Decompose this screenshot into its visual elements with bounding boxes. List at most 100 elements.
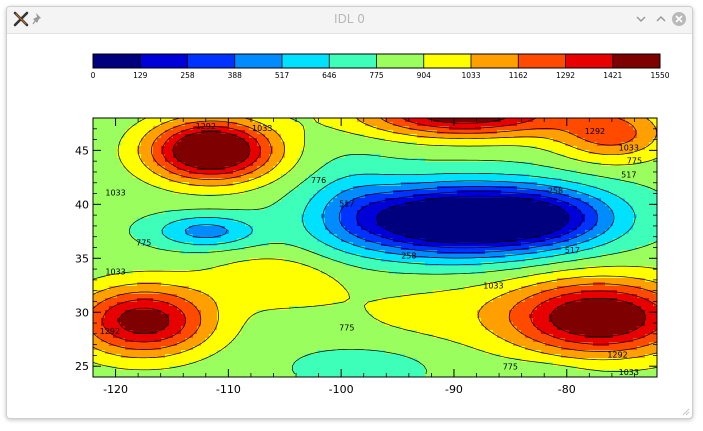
field-cell xyxy=(641,210,646,215)
field-cell xyxy=(425,122,430,127)
field-cell xyxy=(477,122,482,127)
field-cell xyxy=(497,210,502,215)
field-cell xyxy=(149,182,154,187)
field-cell xyxy=(205,118,210,123)
field-cell xyxy=(489,134,494,139)
field-cell xyxy=(569,230,574,235)
field-cell xyxy=(593,122,598,127)
field-cell xyxy=(465,170,470,175)
field-cell xyxy=(305,202,310,207)
field-cell xyxy=(457,206,462,211)
field-cell xyxy=(165,202,170,207)
title-bar[interactable]: IDL 0 xyxy=(7,7,692,34)
field-cell xyxy=(625,182,630,187)
field-cell xyxy=(493,234,498,239)
field-cell xyxy=(181,194,186,199)
field-cell xyxy=(277,218,282,223)
field-cell xyxy=(453,246,458,251)
field-cell xyxy=(425,138,430,143)
field-cell xyxy=(633,130,638,135)
field-cell xyxy=(337,166,342,171)
field-cell xyxy=(441,190,446,195)
field-cell xyxy=(357,210,362,215)
field-cell xyxy=(213,214,218,219)
field-cell xyxy=(173,174,178,179)
field-cell xyxy=(205,122,210,127)
field-cell xyxy=(201,214,206,219)
field-cell xyxy=(289,230,294,235)
field-cell xyxy=(637,142,642,147)
field-cell xyxy=(509,174,514,179)
field-cell xyxy=(557,122,562,127)
field-cell xyxy=(309,170,314,175)
field-cell xyxy=(137,158,142,163)
field-cell xyxy=(293,218,298,223)
field-cell xyxy=(289,158,294,163)
field-cell xyxy=(397,162,402,167)
field-cell xyxy=(393,210,398,215)
field-cell xyxy=(409,134,414,139)
field-cell xyxy=(121,182,126,187)
field-cell xyxy=(565,242,570,247)
field-cell xyxy=(225,214,230,219)
field-cell xyxy=(393,162,398,167)
field-cell xyxy=(277,238,282,243)
field-cell xyxy=(221,126,226,131)
field-cell xyxy=(305,162,310,167)
field-cell xyxy=(313,142,318,147)
field-cell xyxy=(333,154,338,159)
field-cell xyxy=(513,166,518,171)
field-cell xyxy=(501,150,506,155)
field-cell xyxy=(129,166,134,171)
field-cell xyxy=(441,226,446,231)
minimize-icon[interactable] xyxy=(633,11,649,27)
maximize-icon[interactable] xyxy=(653,11,669,27)
field-cell xyxy=(437,174,442,179)
field-cell xyxy=(157,250,162,255)
field-cell xyxy=(405,250,410,255)
field-cell xyxy=(373,242,378,247)
field-cell xyxy=(245,158,250,163)
pin-icon[interactable] xyxy=(32,12,44,26)
field-cell xyxy=(397,214,402,219)
field-cell xyxy=(653,214,657,219)
field-cell xyxy=(593,194,598,199)
field-cell xyxy=(233,162,238,167)
field-cell xyxy=(469,174,474,179)
field-cell xyxy=(585,182,590,187)
field-cell xyxy=(169,138,174,143)
field-cell xyxy=(333,226,338,231)
field-cell xyxy=(149,226,154,231)
field-cell xyxy=(569,246,574,251)
field-cell xyxy=(129,118,134,123)
field-cell xyxy=(517,174,522,179)
field-cell xyxy=(469,198,474,203)
field-cell xyxy=(469,150,474,155)
field-cell xyxy=(293,178,298,183)
field-cell xyxy=(285,118,290,123)
field-cell xyxy=(609,182,614,187)
field-cell xyxy=(637,118,642,123)
field-cell xyxy=(369,234,374,239)
field-cell xyxy=(469,118,474,123)
field-cell xyxy=(425,250,430,255)
close-icon[interactable] xyxy=(671,11,687,27)
field-cell xyxy=(429,178,434,183)
field-cell xyxy=(477,138,482,143)
field-cell xyxy=(461,170,466,175)
field-cell xyxy=(269,162,274,167)
field-cell xyxy=(513,190,518,195)
field-cell xyxy=(281,198,286,203)
field-cell xyxy=(281,250,286,255)
field-cell xyxy=(101,150,106,155)
field-cell xyxy=(621,174,626,179)
field-cell xyxy=(621,254,626,259)
field-cell xyxy=(505,142,510,147)
field-cell xyxy=(361,242,366,247)
field-cell xyxy=(317,186,322,191)
field-cell xyxy=(181,154,186,159)
field-cell xyxy=(385,158,390,163)
field-cell xyxy=(333,122,338,127)
field-cell xyxy=(169,158,174,163)
field-cell xyxy=(325,154,330,159)
